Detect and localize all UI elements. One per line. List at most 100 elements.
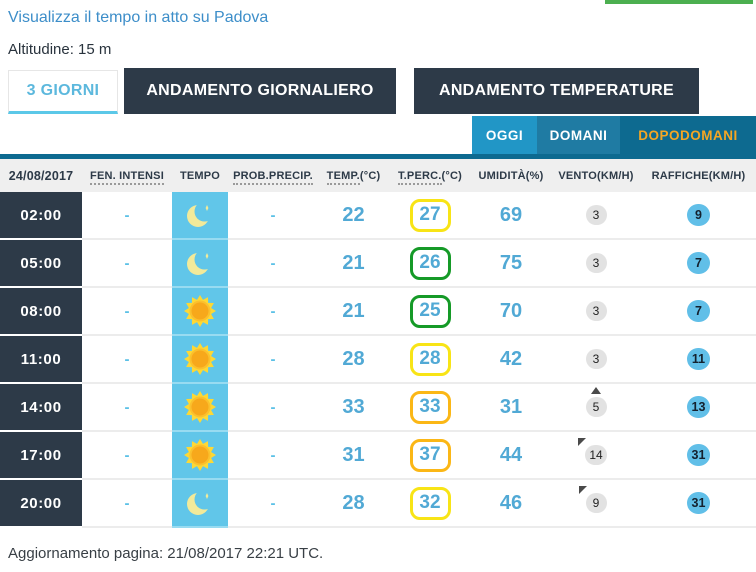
table-row: 11:00 - - 28 28 42 3 11 [0, 336, 756, 384]
prob-precip-cell: - [228, 384, 318, 432]
column-header-temp: TEMP.(°C) [318, 169, 389, 185]
gust-cell: 31 [641, 480, 756, 528]
time-cell: 02:00 [0, 192, 82, 240]
perceived-temperature-badge: 26 [409, 246, 451, 280]
column-header-24-08-2017: 24/08/2017 [8, 168, 74, 183]
humidity-cell: 42 [471, 336, 551, 384]
column-header-abbr[interactable]: TEMP. [326, 169, 360, 185]
temperature-cell: 31 [318, 432, 389, 480]
temperature-value: 21 [342, 251, 365, 274]
humidity-value: 42 [499, 347, 523, 370]
fen-intensi-value: - [124, 350, 130, 368]
time-cell: 08:00 [0, 288, 82, 336]
temperature-value: 22 [342, 203, 365, 226]
temperature-cell: 28 [318, 480, 389, 528]
wind-indicator: 3 [585, 349, 607, 369]
table-row: 14:00 - - 33 33 31 5 13 [0, 384, 756, 432]
gust-value: 11 [687, 348, 710, 370]
day-tabs: OGGI DOMANI DOPODOMANI [0, 116, 756, 154]
wind-cell: 9 [551, 480, 641, 528]
gust-cell: 13 [641, 384, 756, 432]
wind-direction-arrow-icon [578, 438, 587, 446]
prob-precip-value: - [270, 494, 276, 512]
perceived-temperature-cell: 37 [389, 432, 471, 480]
humidity-value: 44 [499, 443, 523, 466]
day-tab-dopodomani[interactable]: DOPODOMANI [620, 116, 756, 154]
humidity-cell: 44 [471, 432, 551, 480]
perceived-temperature-badge: 33 [409, 390, 451, 424]
prob-precip-value: - [270, 350, 276, 368]
sun-icon [183, 342, 217, 376]
fen-intensi-value: - [124, 254, 130, 272]
perceived-temperature-badge: 37 [409, 438, 451, 472]
day-tab-domani[interactable]: DOMANI [537, 116, 620, 154]
sun-icon [183, 294, 217, 328]
column-header-fen-intensi: FEN. INTENSI [82, 169, 172, 185]
weather-cell [172, 336, 228, 384]
tab-andamento-temperature[interactable]: ANDAMENTO TEMPERATURE [414, 68, 699, 114]
fen-intensi-cell: - [82, 288, 172, 336]
fen-intensi-value: - [124, 206, 130, 224]
temperature-value: 28 [342, 347, 365, 370]
forecast-table: 24/08/2017 FEN. INTENSI TEMPO PROB.PRECIP. T… [0, 159, 756, 528]
fen-intensi-value: - [124, 494, 130, 512]
prob-precip-cell: - [228, 240, 318, 288]
tab-3-giorni[interactable]: 3 GIORNI [8, 70, 118, 114]
weather-cell [172, 480, 228, 528]
fen-intensi-cell: - [82, 480, 172, 528]
column-header-abbr[interactable]: T.PERC. [397, 169, 442, 185]
moon-icon [183, 198, 217, 232]
time-cell: 17:00 [0, 432, 82, 480]
wind-cell: 3 [551, 336, 641, 384]
humidity-cell: 70 [471, 288, 551, 336]
time-cell: 14:00 [0, 384, 82, 432]
perceived-temperature-cell: 28 [389, 336, 471, 384]
temperature-cell: 28 [318, 336, 389, 384]
column-header-vento-km-h: VENTO(KM/H) [558, 169, 634, 182]
page-update-label: Aggiornamento pagina: 21/08/2017 22:21 U… [8, 545, 324, 562]
gust-value: 7 [687, 252, 710, 274]
fen-intensi-cell: - [82, 384, 172, 432]
humidity-cell: 46 [471, 480, 551, 528]
wind-direction-arrow-icon [578, 486, 587, 494]
day-tab-oggi[interactable]: OGGI [472, 116, 537, 154]
tab-andamento-giornaliero[interactable]: ANDAMENTO GIORNALIERO [124, 68, 396, 114]
wind-value: 14 [585, 445, 607, 465]
wind-indicator: 3 [585, 205, 607, 225]
humidity-value: 31 [499, 395, 523, 418]
wind-indicator: 14 [578, 438, 607, 465]
column-header-prob-precip: PROB.PRECIP. [228, 169, 318, 185]
temperature-cell: 33 [318, 384, 389, 432]
moon-icon [183, 246, 217, 280]
column-header-t-perc: T.PERC.(°C) [389, 169, 471, 185]
humidity-value: 69 [499, 203, 523, 226]
wind-cell: 3 [551, 288, 641, 336]
column-header-abbr[interactable]: PROB.PRECIP. [233, 169, 313, 185]
wind-indicator: 5 [585, 387, 607, 417]
temperature-cell: 21 [318, 240, 389, 288]
gust-value: 31 [687, 492, 710, 514]
prob-precip-value: - [270, 206, 276, 224]
wind-direction-arrow-icon [591, 387, 601, 394]
column-header-abbr[interactable]: FEN. INTENSI [90, 169, 164, 185]
temperature-value: 21 [342, 299, 365, 322]
table-row: 08:00 - - 21 25 70 3 7 [0, 288, 756, 336]
perceived-temperature-badge: 32 [409, 486, 451, 520]
table-body: 02:00- -22 27 69 3 9 05:00- -21 26 75 3 7 08:00- -21 2… [0, 192, 756, 528]
perceived-temperature-badge: 27 [409, 198, 451, 232]
temperature-value: 31 [342, 443, 365, 466]
column-header-umidit: UMIDITÀ(%) [478, 169, 544, 182]
main-tabs: 3 GIORNI ANDAMENTO GIORNALIERO ANDAMENTO T… [8, 68, 756, 114]
humidity-cell: 69 [471, 192, 551, 240]
time-cell: 20:00 [0, 480, 82, 528]
perceived-temperature-cell: 32 [389, 480, 471, 528]
perceived-temperature-cell: 27 [389, 192, 471, 240]
fen-intensi-value: - [124, 446, 130, 464]
humidity-cell: 31 [471, 384, 551, 432]
weather-cell [172, 384, 228, 432]
column-header-tempo: TEMPO [179, 169, 221, 182]
current-weather-link[interactable]: Visualizza il tempo in atto su Padova [8, 9, 269, 26]
perceived-temperature-cell: 33 [389, 384, 471, 432]
table-row: 05:00 - - 21 26 75 3 7 [0, 240, 756, 288]
